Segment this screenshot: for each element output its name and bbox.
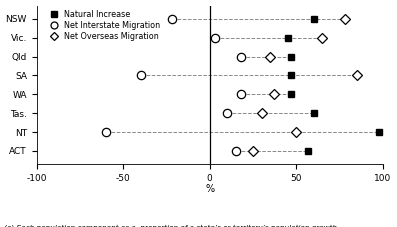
X-axis label: %: % (205, 184, 214, 194)
Legend: Natural Increase, Net Interstate Migration, Net Overseas Migration: Natural Increase, Net Interstate Migrati… (44, 8, 162, 42)
Text: (a) Each population component as a  proportion of a state’s or territory’s popul: (a) Each population component as a propo… (4, 225, 337, 227)
